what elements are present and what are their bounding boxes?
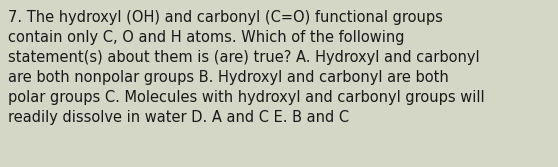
Text: 7. The hydroxyl (OH) and carbonyl (C=O) functional groups
contain only C, O and : 7. The hydroxyl (OH) and carbonyl (C=O) … [8, 10, 485, 125]
